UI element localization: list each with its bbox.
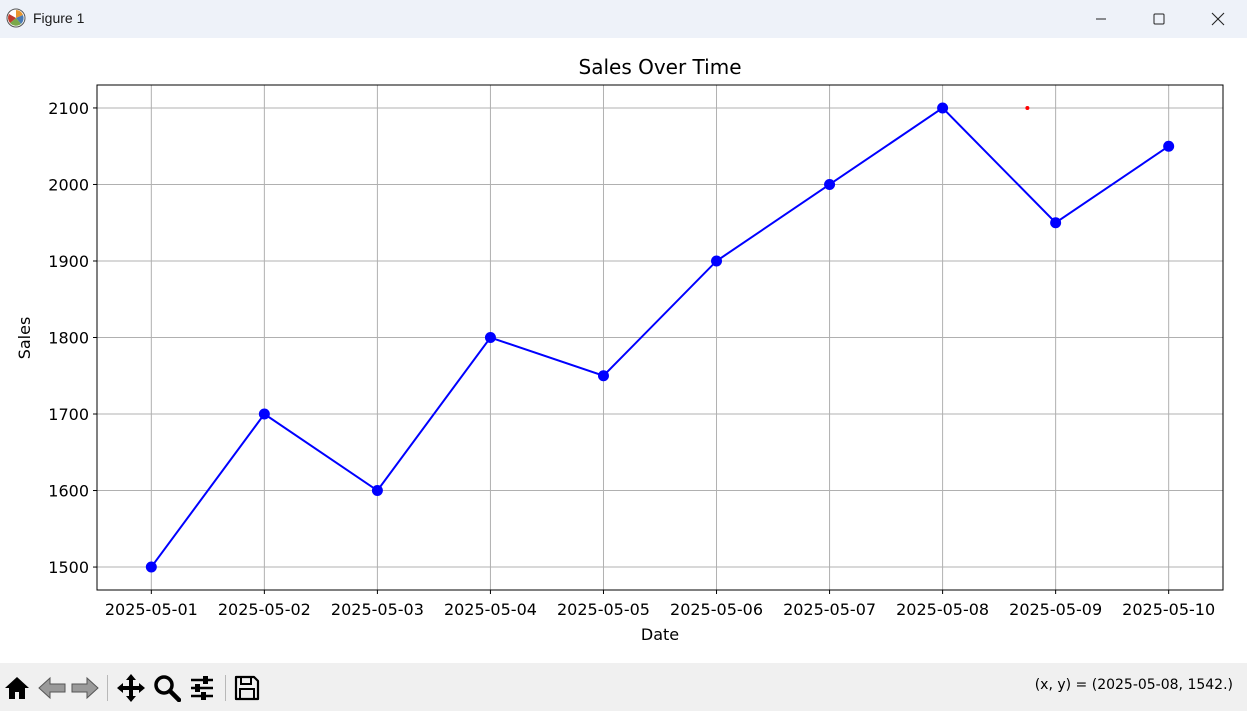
data-point-marker xyxy=(824,178,836,190)
back-arrow-icon xyxy=(38,676,66,700)
x-tick-label: 2025-05-08 xyxy=(896,600,989,619)
x-tick-label: 2025-05-03 xyxy=(331,600,424,619)
maximize-icon xyxy=(1153,13,1165,25)
x-tick-label: 2025-05-02 xyxy=(218,600,311,619)
line-chart[interactable]: Sales Over Time 1500 1600 1700 1800 1900 2000… xyxy=(0,38,1247,663)
data-series xyxy=(145,102,1175,573)
window-title: Figure 1 xyxy=(33,10,85,26)
x-tick-label: 2025-05-05 xyxy=(557,600,650,619)
matplotlib-logo-icon xyxy=(6,8,26,28)
forward-arrow-icon xyxy=(71,676,99,700)
y-tick-label: 1800 xyxy=(48,329,89,348)
data-point-marker xyxy=(484,332,496,343)
toolbar-separator xyxy=(107,675,108,701)
y-tick-label: 1600 xyxy=(48,482,89,501)
x-tick-label: 2025-05-07 xyxy=(783,600,876,619)
maximize-button[interactable] xyxy=(1130,0,1188,38)
move-icon xyxy=(117,674,145,702)
chart-title: Sales Over Time xyxy=(579,55,742,79)
window-titlebar: Figure 1 xyxy=(0,0,1247,38)
y-axis: 1500 1600 1700 1800 1900 2000 2100 xyxy=(48,99,97,577)
x-tick-label: 2025-05-10 xyxy=(1122,600,1215,619)
back-button[interactable] xyxy=(36,672,68,704)
y-tick-label: 1900 xyxy=(48,252,89,271)
y-tick-label: 1700 xyxy=(48,405,89,424)
x-axis: 2025-05-01 2025-05-02 2025-05-03 2025-05-04… xyxy=(105,590,1215,619)
close-button[interactable] xyxy=(1189,0,1247,38)
zoom-button[interactable] xyxy=(151,672,183,704)
y-tick-label: 1500 xyxy=(48,558,89,577)
data-point-marker xyxy=(711,255,723,267)
data-point-marker xyxy=(937,102,949,114)
pan-button[interactable] xyxy=(115,672,147,704)
series-line xyxy=(150,106,1170,568)
save-button[interactable] xyxy=(231,672,263,704)
home-icon xyxy=(5,677,29,699)
minimize-button[interactable] xyxy=(1072,0,1130,38)
highlight-point xyxy=(1025,105,1030,110)
grid-lines xyxy=(97,85,1223,590)
y-tick-label: 2000 xyxy=(48,175,89,194)
data-point-marker xyxy=(597,370,609,382)
data-point-marker xyxy=(1163,140,1175,152)
magnifier-icon xyxy=(154,675,181,702)
navigation-toolbar: (x, y) = (2025-05-08, 1542.) xyxy=(0,663,1247,711)
data-point-marker xyxy=(258,408,270,420)
sliders-icon xyxy=(191,676,213,700)
home-button[interactable] xyxy=(1,672,33,704)
toolbar-separator xyxy=(225,675,226,701)
plot-area-frame xyxy=(96,84,1224,591)
x-tick-label: 2025-05-01 xyxy=(105,600,198,619)
figure-canvas[interactable]: Sales Over Time 1500 1600 1700 1800 1900 2000… xyxy=(0,38,1247,663)
data-point-marker xyxy=(371,485,383,497)
x-tick-label: 2025-05-06 xyxy=(670,600,763,619)
x-axis-label: Date xyxy=(641,625,679,644)
data-point-marker xyxy=(145,561,157,573)
x-tick-label: 2025-05-09 xyxy=(1009,600,1102,619)
floppy-disk-icon xyxy=(234,675,260,701)
y-axis-label: Sales xyxy=(15,317,34,360)
y-tick-label: 2100 xyxy=(48,99,89,118)
data-point-marker xyxy=(1050,217,1062,229)
x-tick-label: 2025-05-04 xyxy=(444,600,537,619)
configure-subplots-button[interactable] xyxy=(186,672,218,704)
forward-button[interactable] xyxy=(69,672,101,704)
cursor-coordinates: (x, y) = (2025-05-08, 1542.) xyxy=(1034,677,1233,693)
close-icon xyxy=(1211,12,1225,26)
minimize-icon xyxy=(1096,18,1106,20)
